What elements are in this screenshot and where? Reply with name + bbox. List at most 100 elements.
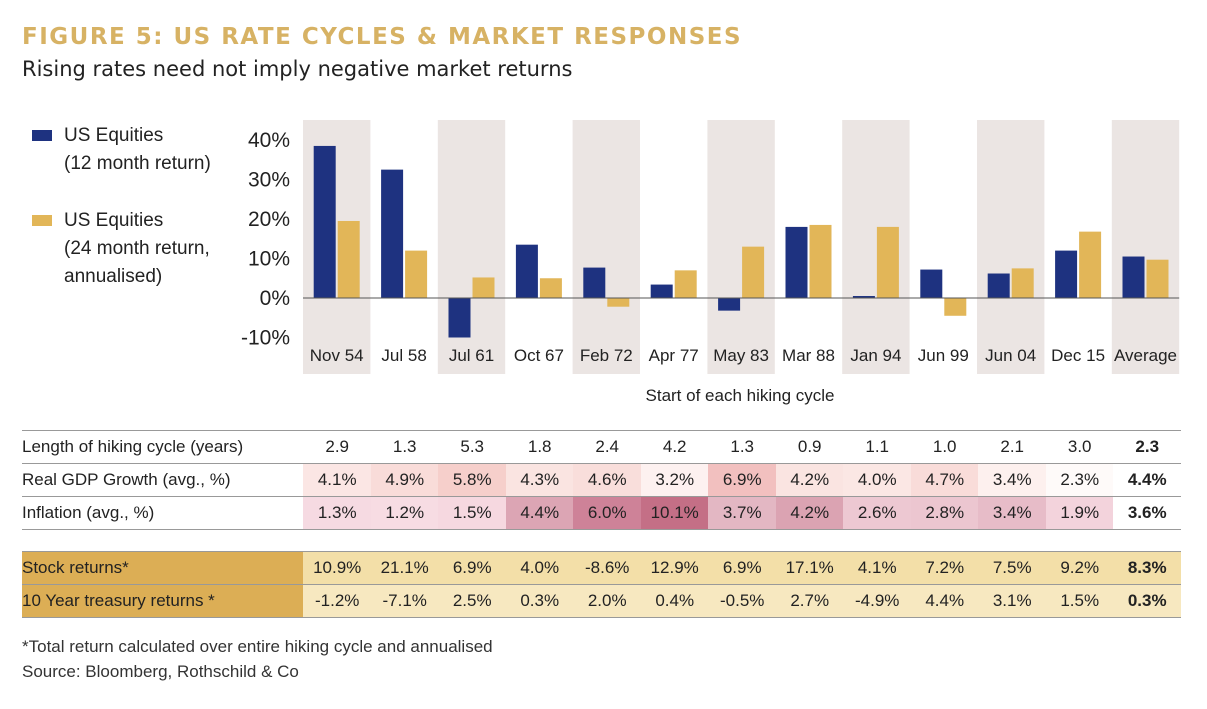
stat-cell: 3.7% xyxy=(708,496,776,530)
bar-24m xyxy=(472,277,495,298)
bar-12m xyxy=(583,267,606,298)
return-cell: -8.6% xyxy=(573,551,641,585)
stat-cell: 5.8% xyxy=(438,463,506,497)
stat-cell: 4.1% xyxy=(303,463,371,497)
x-tick-label: Mar 88 xyxy=(782,346,835,365)
return-cell: -0.5% xyxy=(708,584,776,618)
returns-row: 10 Year treasury returns * -1.2% -7.1% 2.5%… xyxy=(22,584,1181,618)
row-label: Length of hiking cycle (years) xyxy=(22,430,304,464)
return-cell: 2.5% xyxy=(438,584,506,618)
y-tick-label: 10% xyxy=(248,248,290,271)
bar-24m xyxy=(607,298,630,307)
stat-cell: 1.3 xyxy=(708,430,776,464)
category-band xyxy=(437,120,506,374)
average-cell: 0.3% xyxy=(1113,584,1181,618)
x-tick-label: Jul 58 xyxy=(381,346,426,365)
average-cell: 3.6% xyxy=(1113,496,1181,530)
row-label: Real GDP Growth (avg., %) xyxy=(22,463,304,497)
bar-12m xyxy=(1055,250,1078,298)
category-band xyxy=(572,120,640,374)
return-cell: -1.2% xyxy=(303,584,371,618)
y-tick-label: 30% xyxy=(248,169,290,192)
return-cell: -7.1% xyxy=(370,584,439,618)
bar-12m xyxy=(785,226,808,298)
bar-chart: Nov 54 Jul 58 Jul 61 Oct 67 Feb 72 Apr 77 May … xyxy=(241,120,1180,374)
stat-cell: 1.9% xyxy=(1045,496,1114,530)
return-cell: 4.4% xyxy=(910,584,979,618)
legend-swatch-24m xyxy=(32,215,52,226)
category-band xyxy=(977,120,1045,374)
category-band xyxy=(1111,120,1180,374)
category-band xyxy=(303,120,371,374)
x-tick-label: Apr 77 xyxy=(649,346,699,365)
bar-12m xyxy=(987,273,1010,298)
x-tick-label: Nov 54 xyxy=(310,346,364,365)
footnote-source: Source: Bloomberg, Rothschild & Co xyxy=(22,662,299,681)
return-cell: 7.5% xyxy=(978,551,1046,585)
return-cell: 3.1% xyxy=(978,584,1046,618)
stat-cell: 6.0% xyxy=(573,496,641,530)
bar-12m xyxy=(920,269,943,298)
stat-cell: 4.4% xyxy=(505,496,574,530)
return-cell: 0.4% xyxy=(640,584,709,618)
y-tick-label: 40% xyxy=(248,129,290,152)
stat-cell: 4.2% xyxy=(775,496,844,530)
return-cell: -4.9% xyxy=(843,584,911,618)
legend-label-24m: US Equities (24 month return, annualised… xyxy=(64,210,210,287)
return-cell: 7.2% xyxy=(910,551,979,585)
legend-swatch-12m xyxy=(32,130,52,141)
stat-cell: 1.3% xyxy=(303,496,371,530)
x-tick-label: May 83 xyxy=(713,346,769,365)
bar-12m xyxy=(650,284,673,298)
stat-cell: 2.8% xyxy=(910,496,979,530)
bar-24m xyxy=(809,224,832,298)
y-tick-label: -10% xyxy=(241,327,290,350)
stat-cell: 4.2% xyxy=(775,463,844,497)
bar-12m xyxy=(718,298,741,311)
bar-12m xyxy=(313,145,336,298)
stat-cell: 2.4 xyxy=(573,430,641,464)
stat-cell: 3.4% xyxy=(978,496,1046,530)
stat-cell: 3.2% xyxy=(640,463,709,497)
y-tick-label: 20% xyxy=(248,208,290,231)
stat-cell: 4.0% xyxy=(843,463,911,497)
x-tick-label: Dec 15 xyxy=(1051,346,1105,365)
bar-24m xyxy=(1011,268,1034,298)
bar-12m xyxy=(448,298,471,338)
stat-cell: 4.6% xyxy=(573,463,641,497)
x-tick-label: Jun 04 xyxy=(985,346,1036,365)
row-label: 10 Year treasury returns * xyxy=(22,584,304,618)
bar-24m xyxy=(944,298,967,316)
stat-cell: 3.4% xyxy=(978,463,1046,497)
x-axis-title: Start of each hiking cycle xyxy=(645,386,835,405)
bar-24m xyxy=(1079,231,1102,298)
chart-title: FIGURE 5: US RATE CYCLES & MARKET RESPON… xyxy=(22,24,743,50)
stat-cell: 2.3% xyxy=(1045,463,1114,497)
legend-label-12m: US Equities (12 month return) xyxy=(64,125,211,174)
x-tick-label: Oct 67 xyxy=(514,346,564,365)
x-tick-label: Jul 61 xyxy=(449,346,494,365)
bar-24m xyxy=(876,226,899,298)
chart-subtitle: Rising rates need not imply negative mar… xyxy=(22,57,573,81)
row-label: Stock returns* xyxy=(22,551,304,585)
bar-12m xyxy=(852,296,875,298)
return-cell: 6.9% xyxy=(438,551,506,585)
return-cell: 21.1% xyxy=(370,551,439,585)
bar-12m xyxy=(515,244,538,298)
return-cell: 2.0% xyxy=(573,584,641,618)
bar-24m xyxy=(405,250,428,298)
stat-cell: 0.9 xyxy=(775,430,844,464)
stats-row: Inflation (avg., %) 1.3% 1.2% 1.5% 4.4% 6.0% 1… xyxy=(22,496,1181,530)
y-tick-label: 0% xyxy=(260,287,290,310)
average-cell: 4.4% xyxy=(1113,463,1181,497)
bar-24m xyxy=(742,246,765,298)
bar-24m xyxy=(674,270,697,298)
bar-24m xyxy=(337,220,360,298)
x-tick-label: Average xyxy=(1114,346,1177,365)
stat-cell: 1.3 xyxy=(370,430,439,464)
return-cell: 1.5% xyxy=(1045,584,1114,618)
stat-cell: 1.2% xyxy=(370,496,439,530)
returns-row: Stock returns* 10.9% 21.1% 6.9% 4.0% -8.6% 12.… xyxy=(22,551,1181,585)
x-tick-label: Feb 72 xyxy=(580,346,633,365)
returns-stats-table: Stock returns* 10.9% 21.1% 6.9% 4.0% -8.6% 12.… xyxy=(22,551,1181,618)
